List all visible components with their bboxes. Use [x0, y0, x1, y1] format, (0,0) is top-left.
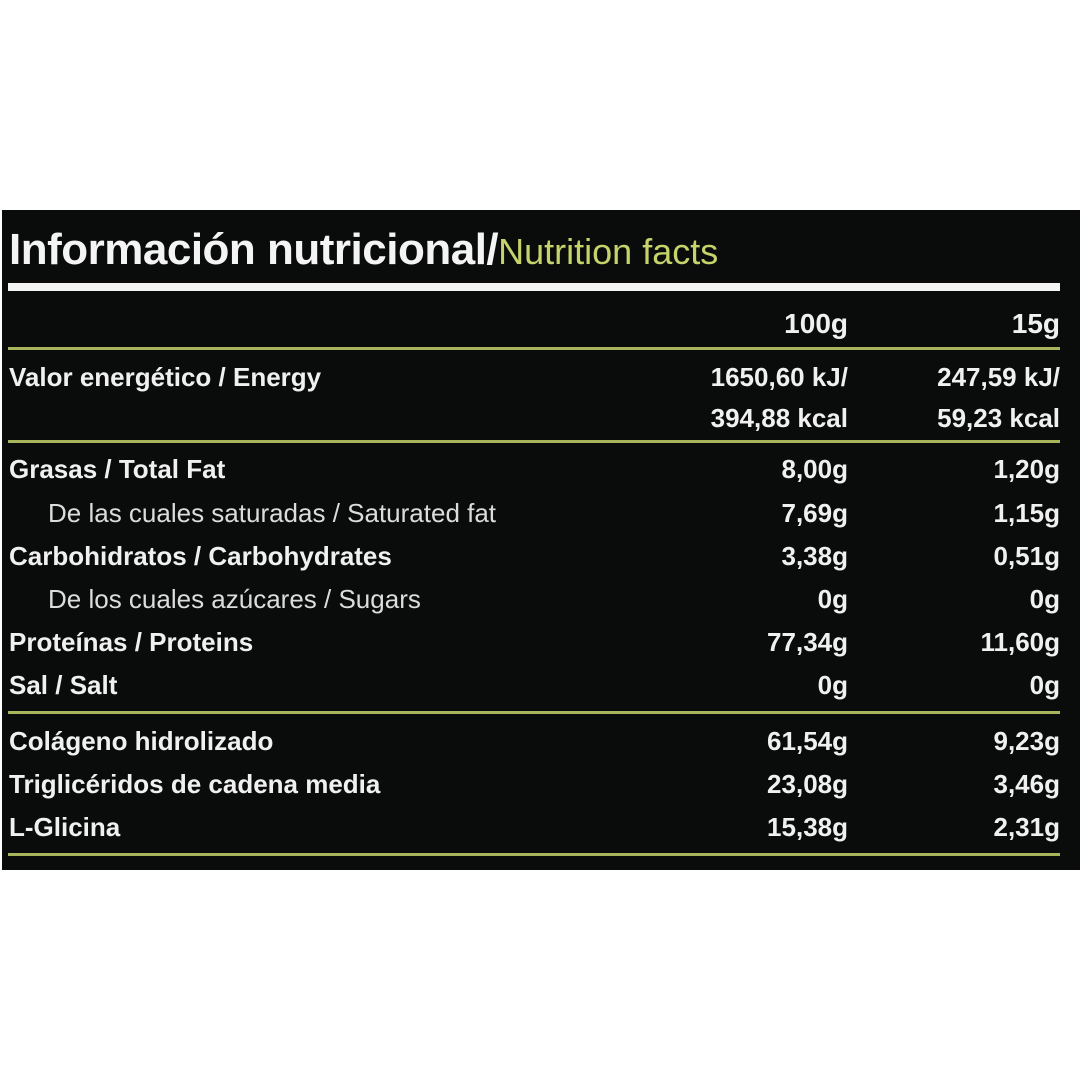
title-spanish: Información nutricional/	[9, 225, 499, 274]
nutrient-value-100g: 7,69g	[781, 498, 849, 528]
title-divider	[8, 283, 1060, 291]
nutrient-label-salt: Sal / Salt	[9, 670, 118, 700]
nutrient-label-sugars: De los cuales azúcares / Sugars	[48, 584, 421, 614]
extra-value-15g: 3,46g	[993, 769, 1061, 799]
nutrition-title: Información nutricional/Nutrition facts	[9, 218, 718, 282]
nutrient-value-100g: 0g	[817, 670, 848, 700]
title-english: Nutrition facts	[498, 231, 719, 272]
nutrient-value-100g: 77,34g	[767, 627, 848, 657]
nutrient-label-saturated-fat: De las cuales saturadas / Saturated fat	[48, 498, 497, 528]
header-divider	[8, 347, 1060, 350]
extra-value-100g: 15,38g	[767, 812, 848, 842]
energy-kcal-15g: 59,23 kcal	[937, 403, 1060, 433]
nutrient-label-proteins: Proteínas / Proteins	[9, 627, 254, 657]
nutrient-value-100g: 8,00g	[781, 454, 849, 484]
column-header-100g: 100g	[784, 308, 848, 339]
extra-label-mct: Triglicéridos de cadena media	[9, 769, 381, 799]
energy-label: Valor energético / Energy	[9, 362, 322, 392]
energy-kcal-100g: 394,88 kcal	[710, 403, 848, 433]
nutrient-value-15g: 0g	[1029, 670, 1060, 700]
nutrient-value-100g: 0g	[817, 584, 848, 614]
extra-label-l-glycine: L-Glicina	[9, 812, 121, 842]
column-header-15g: 15g	[1011, 308, 1060, 339]
nutrition-facts-panel: Información nutricional/Nutrition facts …	[2, 210, 1080, 870]
extra-value-100g: 61,54g	[767, 726, 848, 756]
nutrient-value-15g: 11,60g	[980, 627, 1060, 657]
nutrient-label-carbohydrates: Carbohidratos / Carbohydrates	[9, 541, 392, 571]
nutrient-value-15g: 1,15g	[993, 498, 1061, 528]
energy-divider	[8, 440, 1060, 443]
nutrient-value-15g: 0,51g	[993, 541, 1061, 571]
nutrient-value-15g: 1,20g	[993, 454, 1061, 484]
energy-kj-15g: 247,59 kJ/	[937, 362, 1060, 392]
extra-label-hydrolyzed-collagen: Colágeno hidrolizado	[9, 726, 274, 756]
bottom-divider	[8, 853, 1060, 856]
nutrient-value-15g: 0g	[1029, 584, 1060, 614]
nutrients-divider	[8, 711, 1060, 714]
extra-value-15g: 9,23g	[993, 726, 1061, 756]
nutrient-label-total-fat: Grasas / Total Fat	[9, 454, 226, 484]
extra-value-15g: 2,31g	[993, 812, 1061, 842]
extra-value-100g: 23,08g	[767, 769, 848, 799]
nutrient-value-100g: 3,38g	[781, 541, 849, 571]
energy-kj-100g: 1650,60 kJ/	[710, 362, 848, 392]
